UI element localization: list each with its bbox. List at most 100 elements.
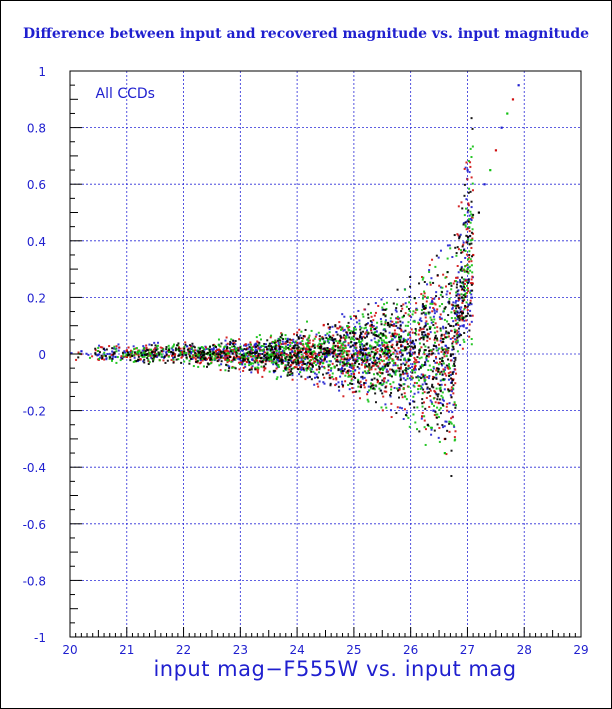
data-point <box>195 352 198 355</box>
data-point <box>105 348 108 351</box>
data-point <box>253 360 256 363</box>
data-point <box>428 333 431 336</box>
data-point <box>112 355 115 358</box>
data-point <box>441 295 444 298</box>
data-point <box>410 353 413 356</box>
data-point <box>441 356 444 359</box>
data-point <box>292 340 295 343</box>
data-point <box>249 343 252 346</box>
data-point <box>248 368 251 371</box>
data-point <box>212 344 215 347</box>
data-point <box>270 357 273 360</box>
data-point <box>373 356 376 359</box>
data-point <box>312 358 315 361</box>
data-point <box>267 344 270 347</box>
data-point <box>364 354 367 357</box>
data-point <box>350 345 353 348</box>
data-point <box>410 316 413 319</box>
data-point <box>389 409 392 412</box>
data-point <box>348 336 351 339</box>
data-point <box>418 353 421 356</box>
data-point <box>330 352 333 355</box>
data-point <box>314 360 317 363</box>
data-point <box>316 353 319 356</box>
data-point <box>250 368 253 371</box>
data-point <box>422 343 425 346</box>
data-point <box>425 383 428 386</box>
data-point <box>373 361 376 364</box>
data-point <box>106 353 109 356</box>
data-point <box>413 362 416 365</box>
data-point <box>444 348 447 351</box>
data-point <box>436 406 439 409</box>
data-point <box>391 343 394 346</box>
data-point <box>439 386 442 389</box>
data-point <box>423 295 426 298</box>
data-point <box>241 361 244 364</box>
data-point <box>470 264 473 267</box>
data-point <box>517 84 520 87</box>
data-point <box>452 301 455 304</box>
data-point <box>451 411 454 414</box>
data-point <box>466 288 469 291</box>
data-point <box>323 376 326 379</box>
data-point <box>168 350 171 353</box>
data-point <box>271 353 274 356</box>
data-point <box>177 347 180 350</box>
data-point <box>452 346 455 349</box>
data-point <box>412 384 415 387</box>
data-point <box>457 324 460 327</box>
data-point <box>446 290 449 293</box>
data-point <box>440 350 443 353</box>
data-point <box>148 343 151 346</box>
data-point <box>392 370 395 373</box>
data-point <box>232 339 235 342</box>
data-point <box>320 359 323 362</box>
data-point <box>269 349 272 352</box>
data-point <box>470 156 473 159</box>
data-point <box>434 401 437 404</box>
data-point <box>342 384 345 387</box>
data-point <box>348 375 351 378</box>
data-point <box>229 350 232 353</box>
data-point <box>108 345 111 348</box>
data-point <box>356 365 359 368</box>
data-point <box>319 357 322 360</box>
data-point <box>227 350 230 353</box>
data-point <box>317 371 320 374</box>
data-point <box>341 372 344 375</box>
data-point <box>404 363 407 366</box>
data-point <box>222 356 225 359</box>
data-point <box>383 355 386 358</box>
data-point <box>452 320 455 323</box>
data-point <box>323 340 326 343</box>
data-point <box>381 334 384 337</box>
data-point <box>428 387 431 390</box>
data-point <box>363 382 366 385</box>
data-point <box>323 367 326 370</box>
data-point <box>391 320 394 323</box>
data-point <box>209 356 212 359</box>
data-point <box>147 355 150 358</box>
data-point <box>418 376 421 379</box>
data-point <box>391 358 394 361</box>
data-point <box>348 388 351 391</box>
data-point <box>462 324 465 327</box>
data-point <box>294 344 297 347</box>
data-point <box>235 351 238 354</box>
data-point <box>363 353 366 356</box>
data-point <box>439 371 442 374</box>
data-point <box>413 385 416 388</box>
data-point <box>275 346 278 349</box>
data-point <box>151 350 154 353</box>
data-point <box>148 351 151 354</box>
data-point <box>412 341 415 344</box>
data-point <box>382 339 385 342</box>
data-point <box>190 352 193 355</box>
data-point <box>318 380 321 383</box>
data-point <box>372 387 375 390</box>
data-point <box>318 338 321 341</box>
data-point <box>364 364 367 367</box>
data-point <box>320 347 323 350</box>
data-point <box>134 347 137 350</box>
